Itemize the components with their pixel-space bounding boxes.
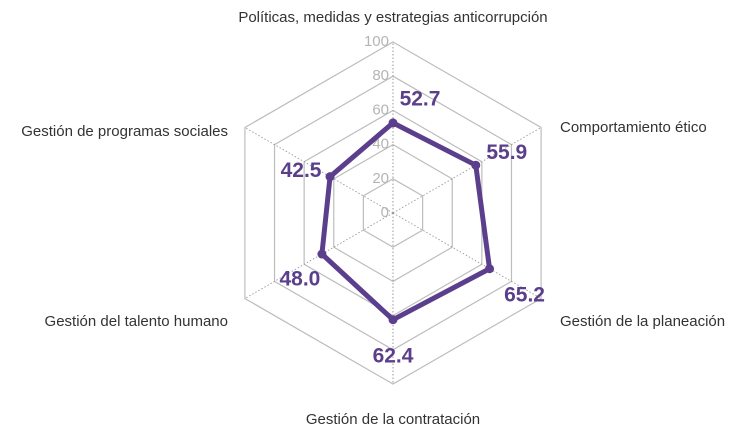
- data-point: [317, 249, 327, 259]
- value-label: 48.0: [279, 268, 320, 291]
- grid-ring: [362, 178, 424, 248]
- category-label: Gestión de la planeación: [560, 313, 725, 330]
- data-point: [388, 118, 398, 128]
- data-point: [325, 172, 335, 182]
- y-tick-label: 80: [372, 67, 389, 84]
- category-label: Políticas, medidas y estrategias anticor…: [238, 9, 547, 26]
- value-label: 42.5: [281, 159, 322, 182]
- spoke: [244, 127, 394, 214]
- category-label: Gestión de la contratación: [306, 411, 480, 428]
- value-label: 65.2: [504, 283, 545, 306]
- data-point: [485, 264, 495, 274]
- spoke: [392, 127, 542, 214]
- value-label: 62.4: [373, 344, 414, 367]
- grid-ring: [244, 41, 542, 385]
- y-tick-label: 0: [381, 204, 389, 221]
- spoke: [392, 212, 542, 299]
- category-label: Comportamiento ético: [560, 119, 707, 136]
- value-label: 55.9: [486, 141, 527, 164]
- y-tick-label: 100: [364, 33, 389, 50]
- y-tick-label: 60: [372, 101, 389, 118]
- value-label: 52.7: [400, 87, 441, 110]
- category-label: Gestión de programas sociales: [21, 123, 228, 140]
- data-point: [471, 160, 481, 170]
- y-tick-label: 20: [372, 170, 389, 187]
- data-point: [388, 315, 398, 325]
- category-label: Gestión del talento humano: [45, 313, 228, 330]
